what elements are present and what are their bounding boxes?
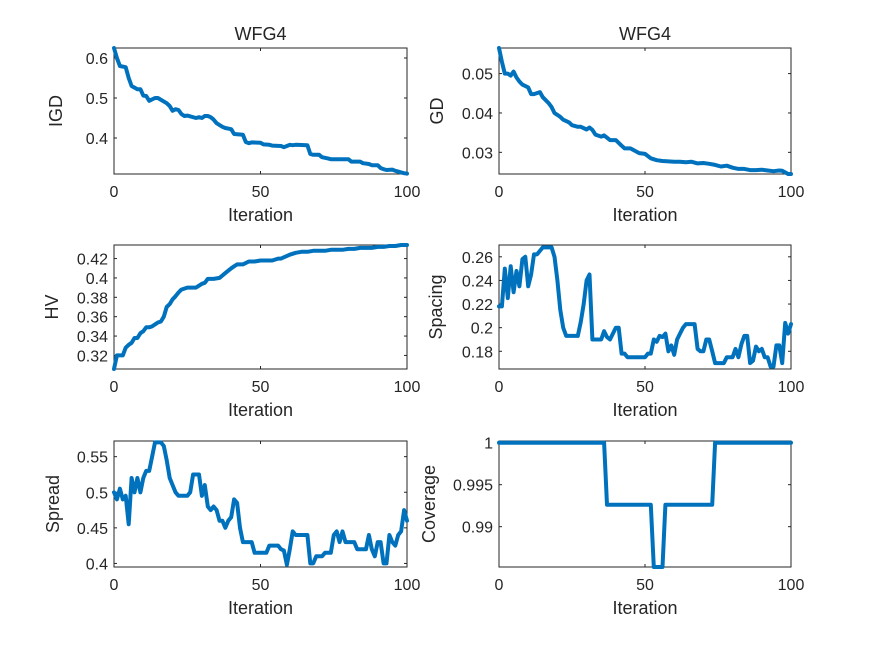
- y-tick-label: 0.36: [77, 310, 108, 327]
- y-tick-label: 0.4: [86, 271, 108, 288]
- x-tick-label: 50: [252, 379, 270, 396]
- x-tick-label: 50: [252, 577, 270, 594]
- x-tick-label: 100: [778, 379, 805, 396]
- x-tick-label: 0: [495, 184, 504, 201]
- x-axis-label: Iteration: [612, 400, 677, 420]
- y-tick-label: 0.45: [77, 521, 108, 538]
- y-tick-label: 0.4: [86, 131, 108, 148]
- x-axis-label: Iteration: [228, 205, 293, 225]
- x-tick-label: 0: [110, 577, 119, 594]
- y-axis-label: Spread: [43, 475, 63, 533]
- y-tick-label: 0.04: [462, 106, 493, 123]
- y-tick-label: 0.38: [77, 290, 108, 307]
- y-tick-label: 0.03: [462, 145, 493, 162]
- x-tick-label: 50: [636, 379, 654, 396]
- x-tick-label: 50: [636, 577, 654, 594]
- y-tick-label: 0.24: [462, 273, 493, 290]
- y-axis-label: Spacing: [426, 274, 446, 339]
- panel-spacing: 0 50 100 0.18 0.2 0.22 0.24 0.26 Iteration Spacin…: [426, 244, 805, 420]
- panel-coverage: 0 50 100 0.99 0.995 1 Iteration Coverage: [419, 436, 804, 618]
- y-tick-label: 0.55: [77, 450, 108, 467]
- y-tick-label: 0.5: [86, 485, 108, 502]
- x-axis-label: Iteration: [228, 400, 293, 420]
- y-axis-label: GD: [427, 97, 447, 124]
- x-axis-label: Iteration: [612, 205, 677, 225]
- y-axis-label: Coverage: [419, 465, 439, 543]
- x-tick-label: 100: [778, 184, 805, 201]
- y-tick-label: 0.26: [462, 250, 493, 267]
- y-tick-label: 0.995: [453, 478, 493, 495]
- x-tick-label: 0: [110, 184, 119, 201]
- panel-igd: 0 50 100 0.4 0.5 0.6 Iteration IGD WFG4: [46, 24, 420, 225]
- y-tick-label: 0.6: [86, 51, 108, 68]
- y-axis-label: IGD: [46, 95, 66, 127]
- y-tick-label: 0.2: [471, 321, 493, 338]
- y-tick-label: 0.22: [462, 297, 493, 314]
- x-tick-label: 50: [636, 184, 654, 201]
- plot-area-igd: [113, 47, 408, 175]
- x-tick-label: 0: [495, 577, 504, 594]
- series-line-igd: [112, 46, 409, 176]
- x-axis-label: Iteration: [228, 598, 293, 618]
- x-tick-label: 0: [495, 379, 504, 396]
- y-tick-label: 0.4: [86, 556, 108, 573]
- series-line-hv: [112, 243, 409, 371]
- panel-hv: 0 50 100 0.32 0.34 0.36 0.38 0.4 0.42 Iteration HV: [42, 243, 421, 420]
- x-tick-label: 100: [394, 379, 421, 396]
- y-tick-label: 0.32: [77, 348, 108, 365]
- y-tick-label: 0.5: [86, 91, 108, 108]
- y-tick-label: 0.05: [462, 67, 493, 84]
- y-axis-label: HV: [42, 294, 62, 319]
- panel-gd: 0 50 100 0.03 0.04 0.05 Iteration GD WFG4: [427, 24, 804, 225]
- y-tick-label: 0.18: [462, 344, 493, 361]
- y-tick-label: 0.99: [462, 520, 493, 537]
- plot-area-hv: [113, 244, 408, 370]
- x-tick-label: 100: [394, 577, 421, 594]
- y-tick-label: 0.34: [77, 329, 108, 346]
- plot-area-spread: [113, 440, 408, 568]
- panel-spread: 0 50 100 0.4 0.45 0.5 0.55 Iteration Spread: [43, 440, 421, 618]
- series-line-gd: [497, 46, 793, 176]
- series-line-coverage: [497, 440, 793, 569]
- y-tick-label: 0.42: [77, 252, 108, 269]
- y-tick-label: 1: [484, 436, 493, 453]
- series-line-spacing: [497, 245, 793, 369]
- x-tick-label: 50: [252, 184, 270, 201]
- chart-title: WFG4: [619, 24, 671, 44]
- chart-title: WFG4: [235, 24, 287, 44]
- x-axis-label: Iteration: [612, 598, 677, 618]
- x-tick-label: 100: [394, 184, 421, 201]
- x-tick-label: 100: [778, 577, 805, 594]
- x-tick-label: 0: [110, 379, 119, 396]
- series-line-spread: [112, 440, 409, 567]
